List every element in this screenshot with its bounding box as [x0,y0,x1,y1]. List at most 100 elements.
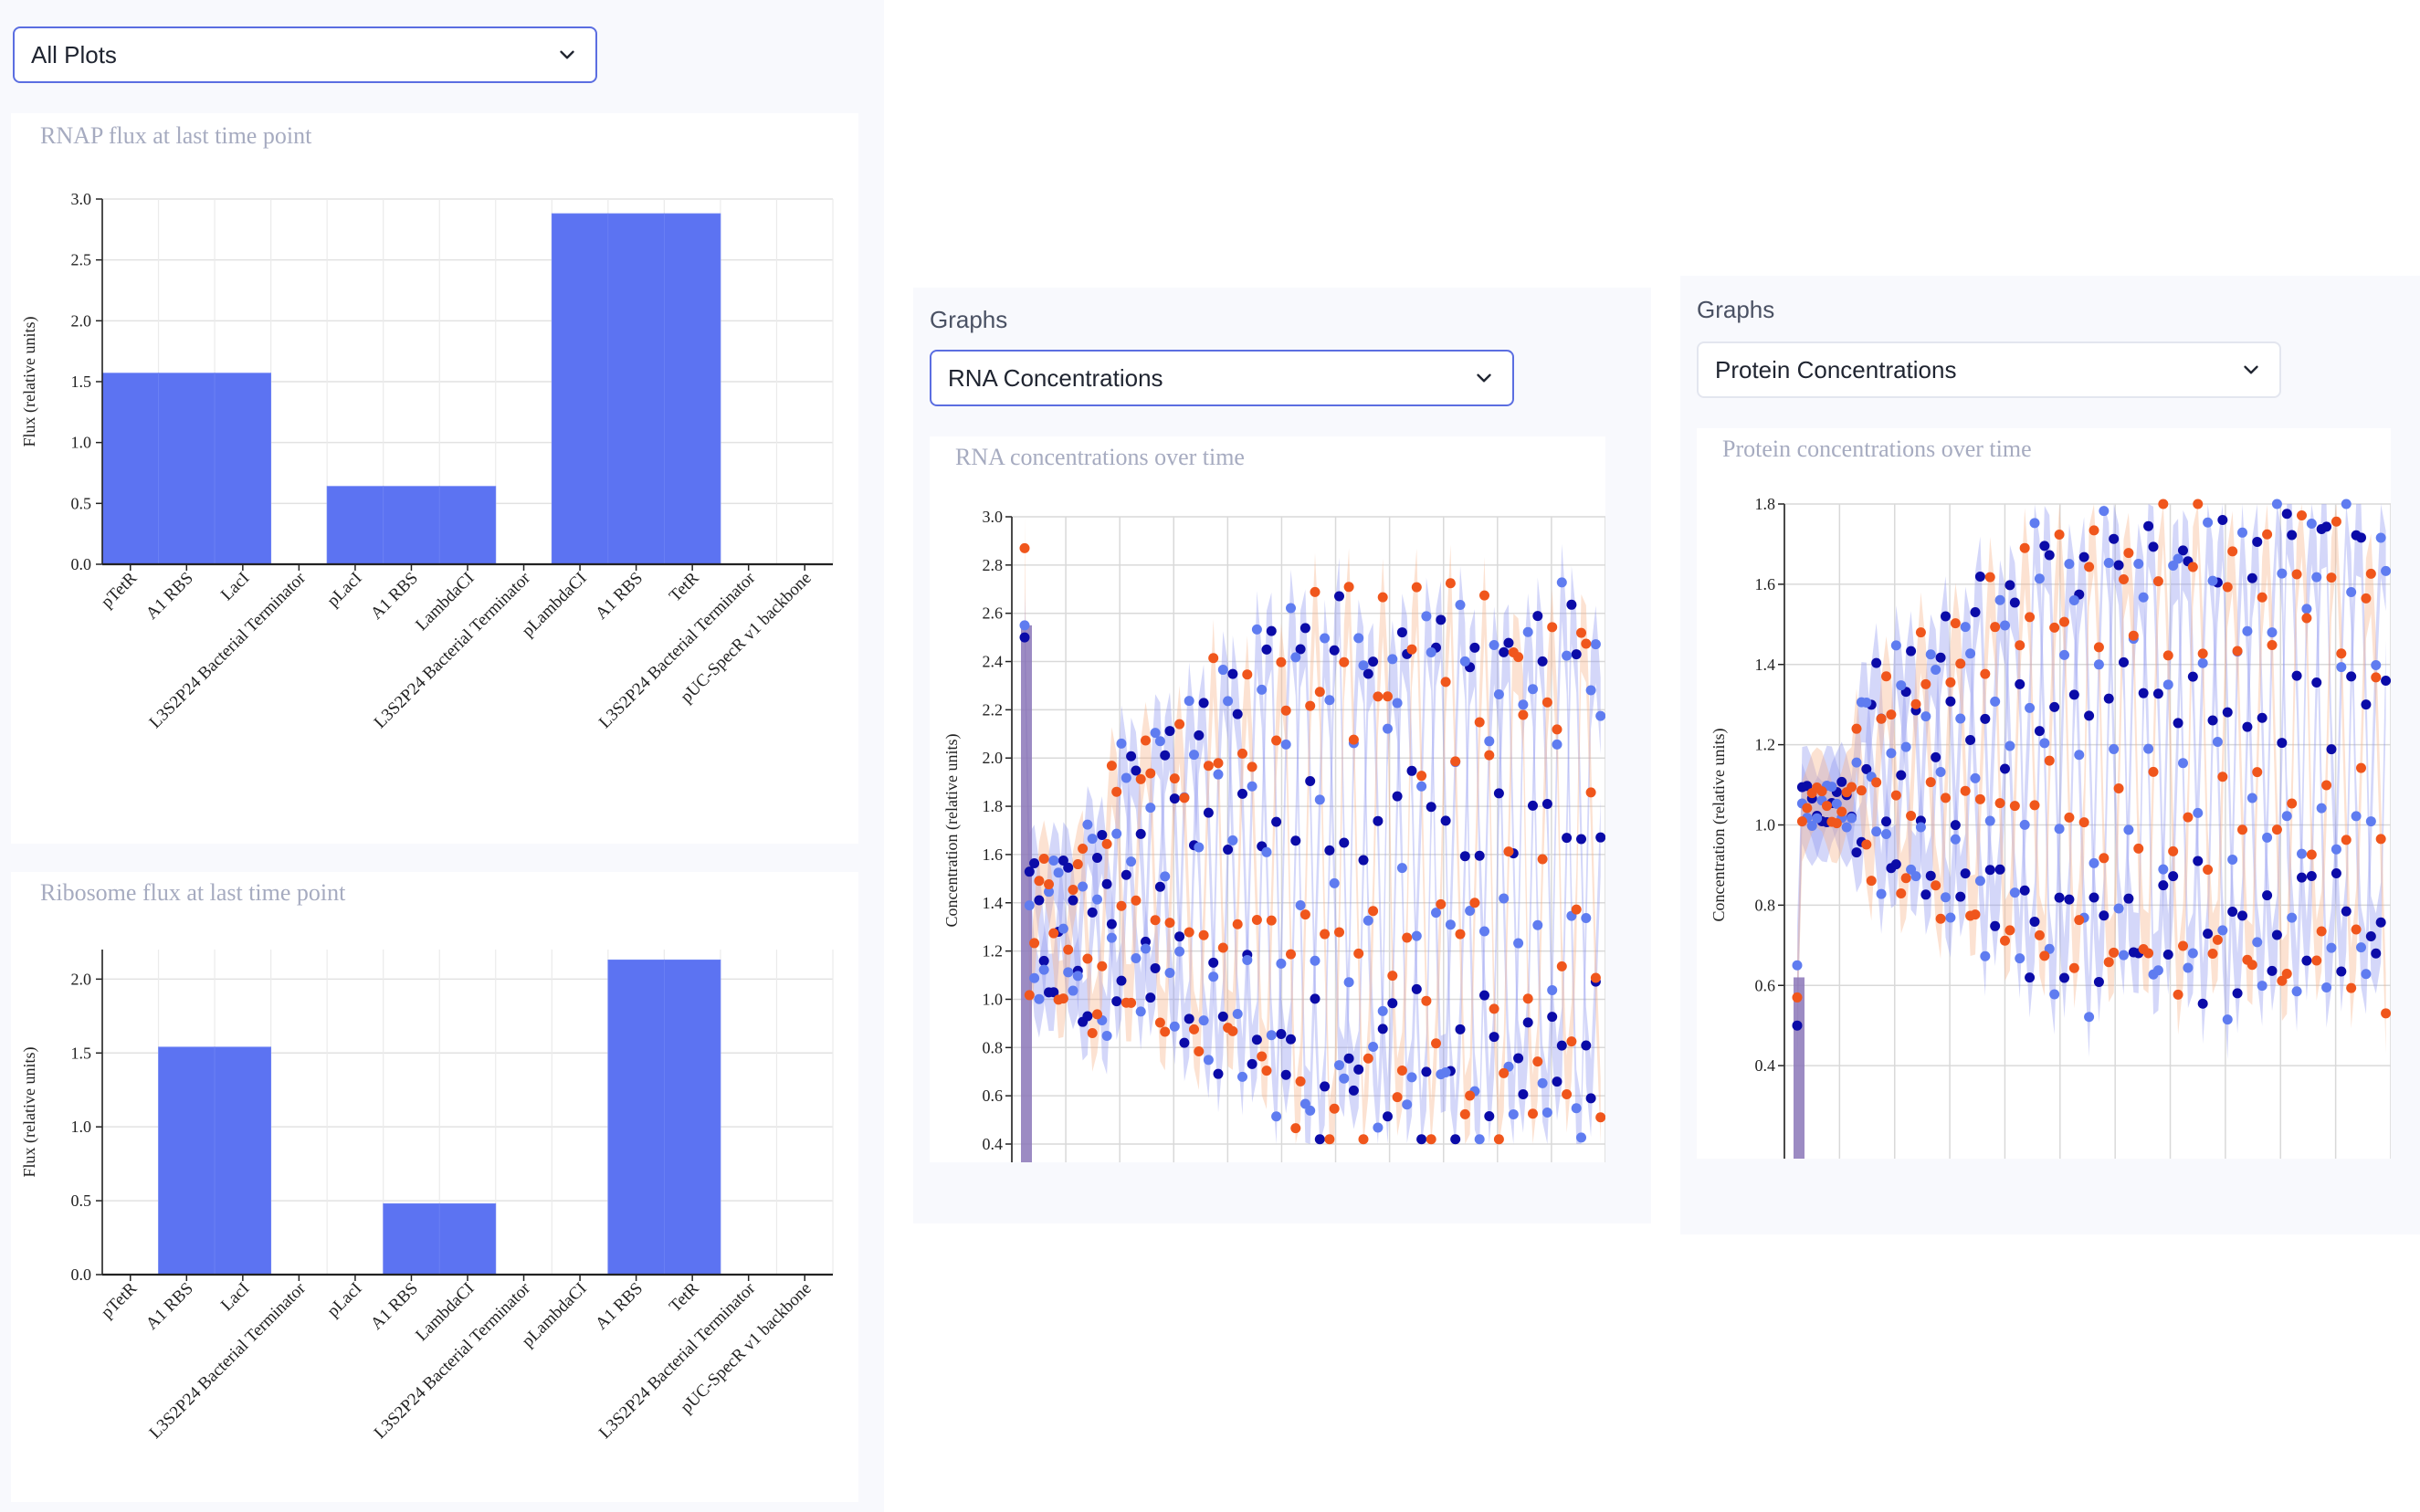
data-point [1851,723,1862,734]
protein-graphs-panel: Graphs Protein Concentrations Protein co… [1680,276,2420,1234]
data-point [1396,627,1407,638]
data-point [2197,998,2208,1009]
data-point [1890,640,1901,651]
data-point [1116,975,1127,986]
data-point [2099,506,2110,517]
data-point [1280,1069,1291,1080]
data-point [1445,578,1456,589]
data-point [1990,696,2001,707]
data-point [1387,654,1398,665]
data-point [2103,557,2114,568]
y-tick-label: 0.5 [71,494,92,512]
data-point [1503,846,1514,857]
data-point [2173,989,2183,1000]
data-point [2089,892,2099,903]
data-point [1019,542,1030,553]
data-point [2326,744,2337,755]
data-point [1974,793,1985,804]
data-point [2297,848,2307,859]
data-point [1237,788,1247,799]
confidence-band [1025,543,1601,1144]
data-point [1541,798,1552,809]
data-point [1087,907,1098,918]
protein-chart-card: Protein concentrations over time 0.4 0.6 0… [1697,428,2391,1159]
data-point [1522,993,1533,1004]
data-point [1092,853,1102,864]
protein-chart-title: Protein concentrations over time [1722,436,2032,462]
bar [663,959,721,1276]
data-point [1141,936,1151,947]
data-point [2341,835,2352,845]
data-point [1484,1110,1495,1121]
y-tick-label: 0.8 [983,1038,1004,1056]
data-point [1590,972,1601,983]
y-tick-label: 1.4 [983,894,1004,912]
data-point [1886,748,1897,759]
data-point [2123,893,2134,904]
data-point [2257,981,2267,992]
data-point [2375,917,2386,928]
data-point [1935,652,1946,663]
data-point [1459,1108,1470,1119]
data-point [2152,965,2163,976]
data-point [2257,712,2267,723]
rna-graph-select[interactable]: RNA Concentrations [930,350,1514,406]
y-tick-label: 0.0 [71,1265,92,1284]
data-point [1402,1099,1413,1110]
data-point [1406,1072,1417,1083]
data-point [1876,888,1887,899]
data-point [1154,881,1165,892]
data-point [2336,648,2347,659]
data-point [2375,532,2386,543]
bar [607,959,665,1276]
data-point [2321,982,2332,993]
data-point [1571,649,1582,660]
data-point [2044,550,2055,561]
data-point [1861,839,1872,850]
protein-graph-select[interactable]: Protein Concentrations [1697,341,2281,398]
data-point [1305,775,1316,786]
data-point [1416,771,1427,782]
data-point [1160,1026,1171,1037]
data-point [1295,644,1306,655]
data-point [2168,845,2179,856]
data-point [1581,1040,1592,1051]
data-point [2237,824,2247,835]
data-point [2316,926,2327,937]
data-point [1068,985,1078,996]
data-point [1812,813,1823,824]
data-point [2262,832,2273,843]
data-point [1320,929,1331,940]
data-point [1223,696,1234,707]
data-point [2025,612,2036,623]
y-tick-label: 0.0 [71,555,92,573]
data-point [2267,965,2278,976]
data-point [1227,1025,1238,1036]
data-point [1513,938,1524,949]
data-point [1072,971,1083,982]
data-point [1290,652,1301,663]
x-tick-label: A1 RBS [367,569,422,624]
bar [663,213,721,565]
data-point [1518,1089,1529,1100]
data-point [1320,1081,1331,1092]
bar [438,1202,497,1276]
data-point [1465,905,1476,916]
y-tick-label: 2.4 [983,653,1004,671]
data-point [2029,916,2040,927]
data-point [2143,743,2154,754]
data-point [1508,1108,1519,1119]
data-point [1106,761,1117,772]
data-point [2326,572,2337,583]
y-tick-label: 3.0 [983,508,1004,526]
data-point [2183,962,2194,973]
data-point [2074,750,2085,761]
data-point [2019,819,2030,830]
plot-select[interactable]: All Plots [13,26,597,83]
data-point [1179,793,1190,803]
data-point [2203,865,2214,876]
data-point [1426,646,1436,657]
x-tick-label: TetR [666,1278,703,1316]
data-point [1044,879,1054,890]
data-point [1353,1064,1364,1075]
